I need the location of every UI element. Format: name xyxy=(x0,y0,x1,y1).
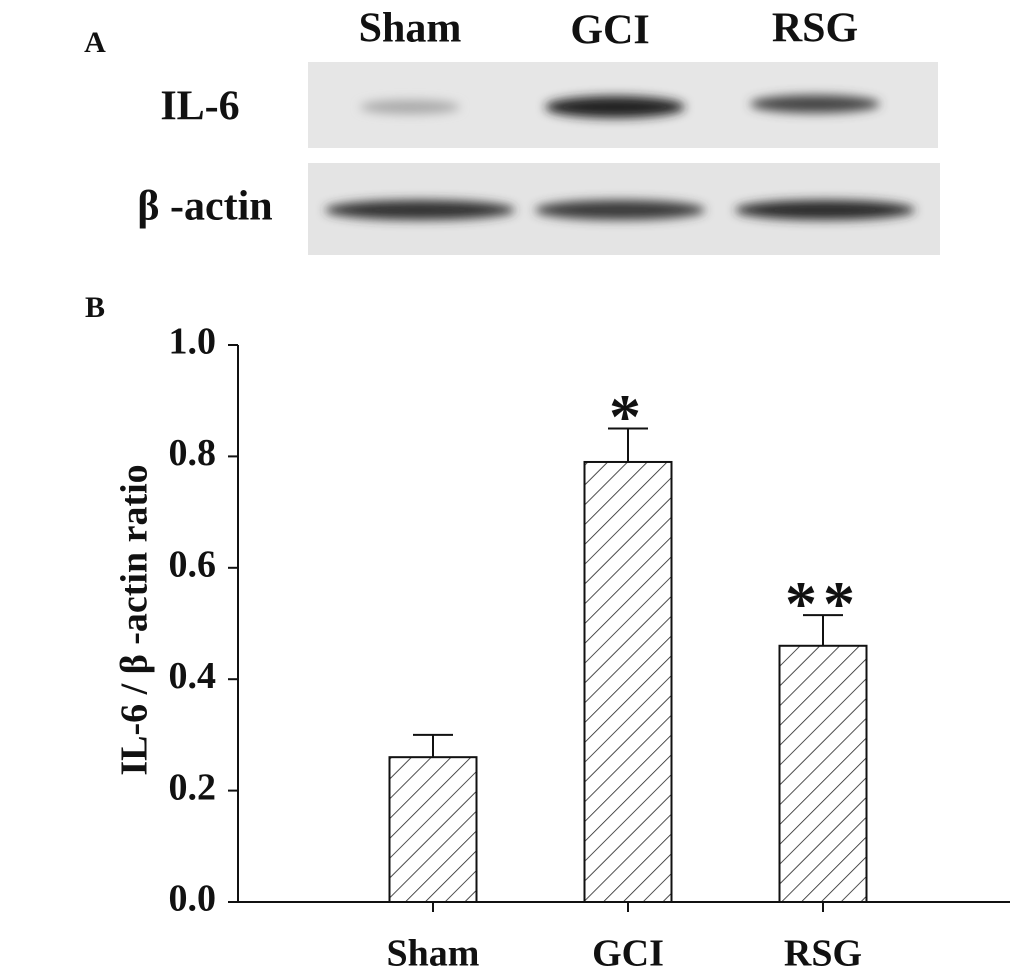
lane-label: RSG xyxy=(772,6,858,52)
x-tick-label: GCI xyxy=(592,933,664,975)
bar xyxy=(388,756,478,903)
lane-label: Sham xyxy=(359,6,462,52)
row-label: IL-6 xyxy=(160,84,239,130)
y-axis-label: IL-6 / β -actin ratio xyxy=(114,464,156,775)
y-tick-label: 0.8 xyxy=(169,432,217,474)
panel-label: B xyxy=(85,291,105,324)
bar xyxy=(583,460,673,903)
y-tick-label: 0.4 xyxy=(169,655,217,697)
row-label: β -actin xyxy=(137,184,272,230)
significance-mark: ** xyxy=(785,568,861,639)
blot xyxy=(308,62,940,255)
y-tick-label: 0.6 xyxy=(169,544,217,586)
bar xyxy=(778,644,868,904)
y-tick-label: 0.0 xyxy=(169,878,217,920)
lane-label: GCI xyxy=(570,8,649,54)
significance-mark: * xyxy=(609,381,647,452)
y-tick-label: 1.0 xyxy=(169,321,217,363)
x-tick-label: Sham xyxy=(387,933,480,975)
x-tick-label: RSG xyxy=(784,933,862,975)
y-tick-label: 0.2 xyxy=(169,766,217,808)
panel-label: A xyxy=(84,26,106,59)
